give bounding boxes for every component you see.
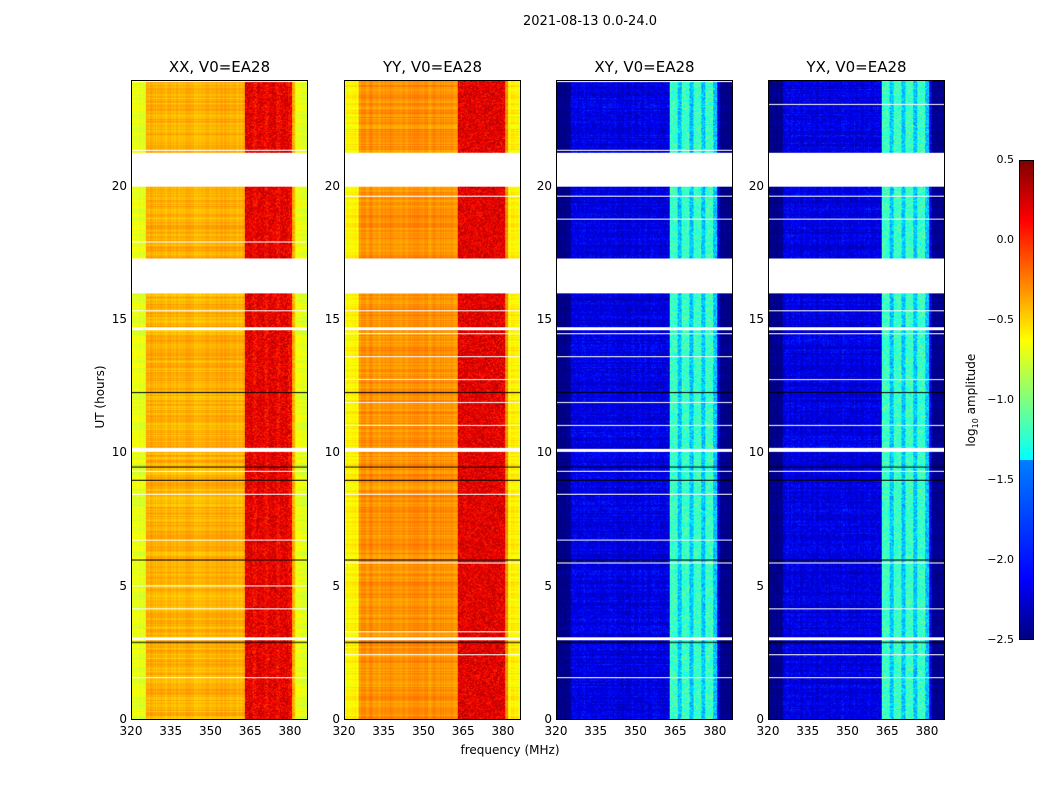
colorbar-tick-label: 0.5	[996, 153, 1015, 166]
y-tick-label: 10	[111, 445, 127, 460]
x-tick-label: 350	[836, 724, 859, 738]
x-tick-label: 380	[703, 724, 727, 738]
heatmap-panel-xy	[556, 80, 733, 720]
y-tick-label: 5	[756, 578, 764, 593]
y-tick-label: 15	[324, 312, 340, 326]
y-tick-label: 5	[332, 578, 340, 593]
y-tick-label: 0	[544, 712, 552, 726]
x-tick-label: 350	[412, 724, 435, 738]
y-tick-label: 5	[544, 578, 552, 593]
x-tick-label: 350	[199, 724, 222, 738]
x-tick-label: 380	[491, 724, 515, 738]
y-tick-label: 20	[748, 178, 764, 193]
x-tick-label: 335	[584, 724, 608, 738]
x-tick-label: 365	[238, 724, 262, 738]
x-axis-label: frequency (MHz)	[460, 743, 560, 757]
x-tick-label: 320	[756, 724, 780, 738]
heatmap-panel-yx	[768, 80, 945, 720]
x-tick-label: 380	[915, 724, 939, 738]
x-tick-label: 335	[796, 724, 820, 738]
x-tick-label: 380	[278, 724, 302, 738]
colorbar	[1019, 160, 1034, 640]
x-tick-label: 335	[159, 724, 183, 738]
y-tick-label: 5	[119, 578, 127, 593]
heatmap-panel-yy	[344, 80, 521, 720]
x-tick-label: 365	[663, 724, 687, 738]
x-tick-label: 335	[372, 724, 396, 738]
panel-title: YY, V0=EA28	[382, 58, 483, 76]
y-tick-label: 10	[536, 445, 552, 460]
y-tick-label: 20	[536, 178, 552, 193]
y-tick-label: 15	[536, 312, 552, 326]
heatmap-panel-xx	[131, 80, 308, 720]
y-tick-label: 15	[111, 312, 127, 326]
colorbar-tick-label: 0.0	[996, 233, 1015, 246]
y-tick-label: 0	[756, 712, 764, 726]
y-tick-label: 0	[119, 712, 127, 726]
colorbar-tick-label: −0.5	[987, 313, 1014, 326]
colorbar-tick-label: −1.0	[987, 393, 1014, 406]
y-tick-label: 10	[324, 445, 340, 460]
colorbar-tick-label: −1.5	[987, 473, 1014, 486]
colorbar-tick-label: −2.0	[987, 553, 1014, 566]
panel-title: XX, V0=EA28	[168, 58, 271, 76]
x-tick-label: 350	[624, 724, 647, 738]
panel-title: XY, V0=EA28	[594, 58, 695, 76]
x-tick-label: 320	[544, 724, 568, 738]
y-tick-label: 15	[748, 312, 764, 326]
colorbar-label: log10 amplitude	[963, 353, 981, 447]
panel-title: YX, V0=EA28	[806, 58, 907, 76]
y-axis-label: UT (hours)	[93, 365, 107, 429]
x-tick-label: 365	[451, 724, 475, 738]
y-tick-label: 20	[111, 178, 127, 193]
y-tick-label: 0	[332, 712, 340, 726]
x-tick-label: 320	[119, 724, 143, 738]
colorbar-tick-label: −2.5	[987, 633, 1014, 646]
y-tick-label: 20	[324, 178, 340, 193]
x-tick-label: 320	[332, 724, 356, 738]
x-tick-label: 365	[875, 724, 899, 738]
figure-title: 2021-08-13 0.0-24.0	[523, 14, 657, 29]
y-tick-label: 10	[748, 445, 764, 460]
